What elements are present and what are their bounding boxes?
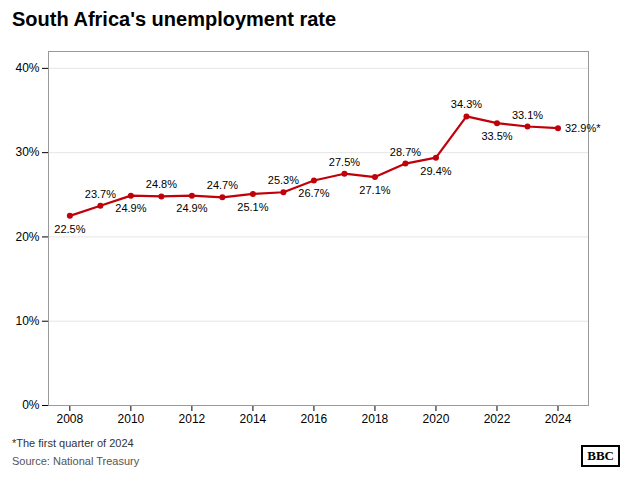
svg-text:24.7%: 24.7% bbox=[207, 179, 238, 191]
html-text:BBC: BBC bbox=[587, 448, 614, 463]
svg-text:2024: 2024 bbox=[545, 412, 572, 426]
svg-text:30%: 30% bbox=[15, 145, 39, 159]
svg-text:25.3%: 25.3% bbox=[268, 174, 299, 186]
svg-text:24.9%: 24.9% bbox=[176, 202, 207, 214]
svg-text:22.5%: 22.5% bbox=[54, 223, 85, 235]
svg-text:23.7%: 23.7% bbox=[85, 188, 116, 200]
svg-text:26.7%: 26.7% bbox=[298, 187, 329, 199]
svg-text:2018: 2018 bbox=[362, 412, 389, 426]
svg-text:33.1%: 33.1% bbox=[512, 109, 543, 121]
svg-text:2020: 2020 bbox=[423, 412, 450, 426]
svg-text:0%: 0% bbox=[22, 398, 40, 412]
svg-text:2016: 2016 bbox=[301, 412, 328, 426]
html-text:South Africa's unemployment ra: South Africa's unemployment rate bbox=[12, 8, 337, 30]
svg-text:33.5%: 33.5% bbox=[481, 130, 512, 142]
svg-text:34.3%: 34.3% bbox=[451, 98, 482, 110]
svg-text:2008: 2008 bbox=[57, 412, 84, 426]
svg-text:40%: 40% bbox=[15, 61, 39, 75]
svg-text:32.9%*: 32.9%* bbox=[565, 122, 601, 134]
svg-text:2010: 2010 bbox=[118, 412, 145, 426]
svg-text:27.5%: 27.5% bbox=[329, 156, 360, 168]
svg-text:20%: 20% bbox=[15, 230, 39, 244]
svg-text:24.9%: 24.9% bbox=[115, 202, 146, 214]
svg-text:29.4%: 29.4% bbox=[420, 165, 451, 177]
svg-text:2022: 2022 bbox=[484, 412, 511, 426]
svg-text:10%: 10% bbox=[15, 314, 39, 328]
svg-text:2012: 2012 bbox=[179, 412, 206, 426]
svg-text:25.1%: 25.1% bbox=[237, 201, 268, 213]
svg-text:27.1%: 27.1% bbox=[359, 184, 390, 196]
svg-text:2014: 2014 bbox=[240, 412, 267, 426]
svg-text:28.7%: 28.7% bbox=[390, 146, 421, 158]
html-text:Source: National Treasury: Source: National Treasury bbox=[12, 455, 140, 467]
html-text:*The first quarter of 2024: *The first quarter of 2024 bbox=[12, 437, 134, 449]
svg-text:24.8%: 24.8% bbox=[146, 178, 177, 190]
